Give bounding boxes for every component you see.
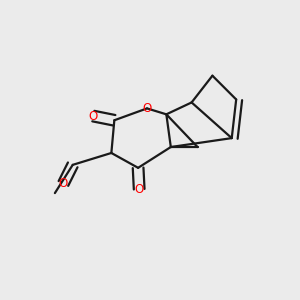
Text: O: O xyxy=(135,183,144,196)
Text: O: O xyxy=(59,177,68,190)
Text: O: O xyxy=(142,102,152,115)
Text: O: O xyxy=(89,110,98,123)
